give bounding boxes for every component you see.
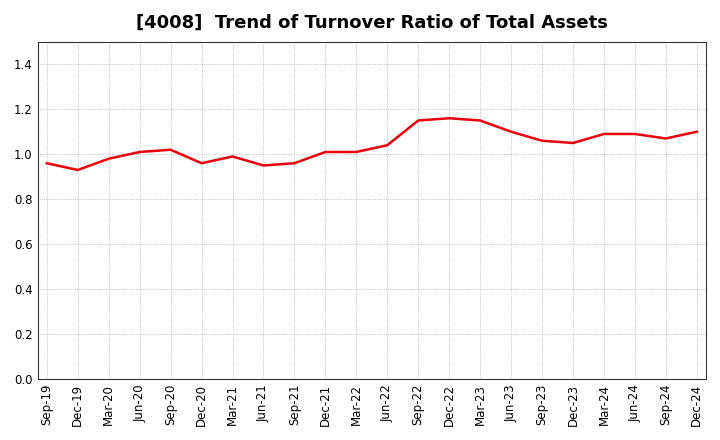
Title: [4008]  Trend of Turnover Ratio of Total Assets: [4008] Trend of Turnover Ratio of Total …	[136, 14, 608, 32]
